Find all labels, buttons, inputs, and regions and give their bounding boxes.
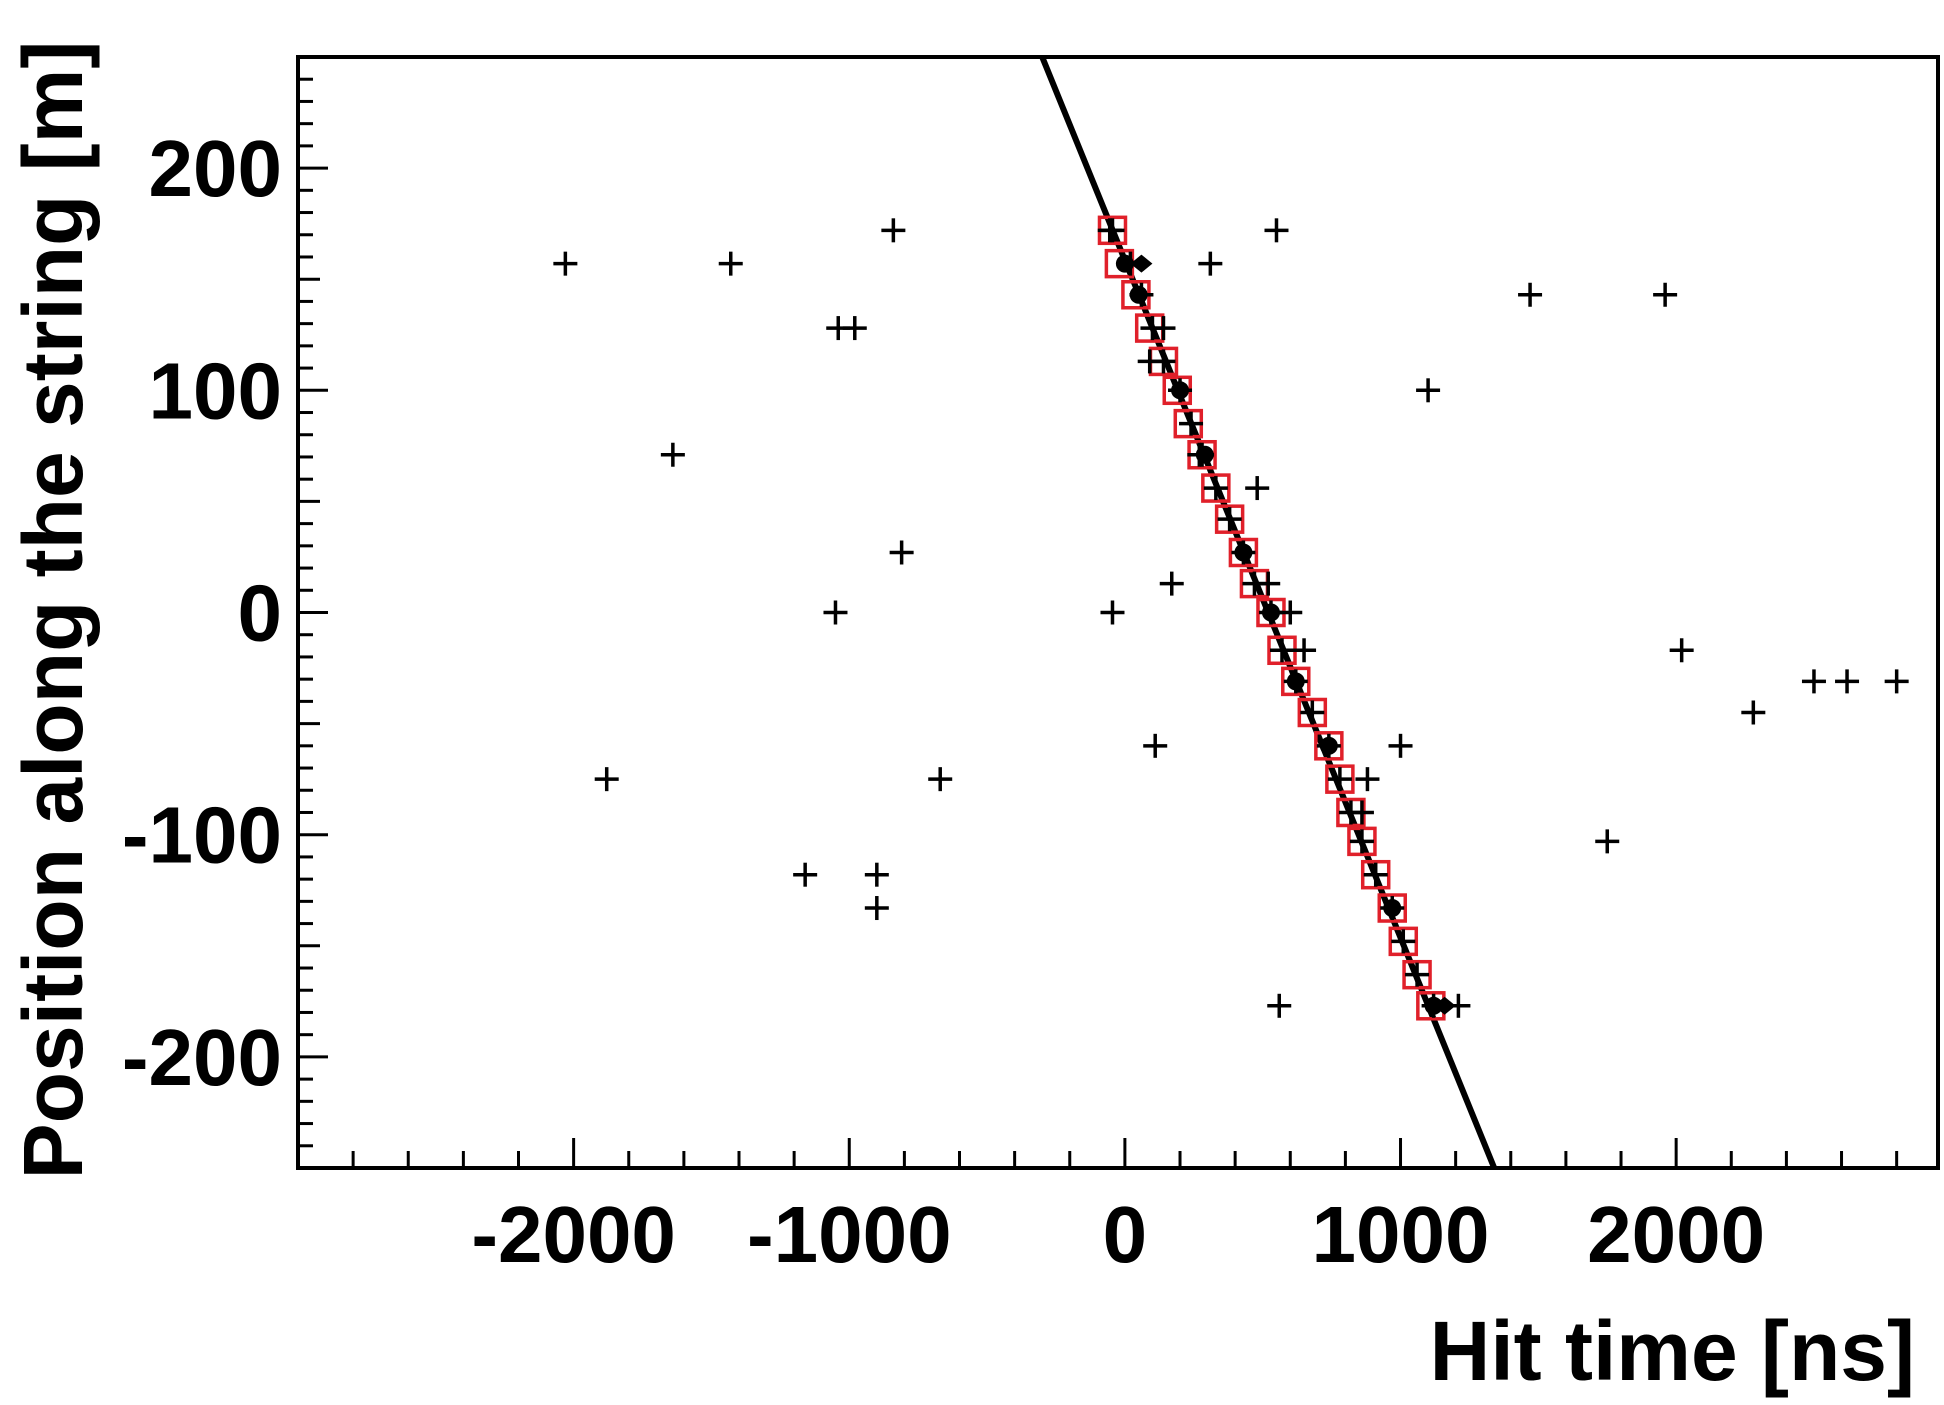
square-marker [1228, 537, 1259, 568]
cross-marker [1518, 282, 1543, 307]
cross-marker [889, 540, 914, 565]
cross-marker [1292, 638, 1317, 663]
cross-marker [1242, 571, 1267, 596]
cross-marker [1198, 251, 1223, 276]
cross-marker [1203, 476, 1228, 501]
square-marker [1281, 666, 1311, 697]
square-marker [1297, 697, 1328, 728]
cross-marker [1264, 218, 1289, 243]
cross-marker [864, 862, 889, 887]
square-marker [1325, 764, 1355, 794]
x-tick-label: -1000 [747, 1190, 952, 1279]
y-tick-label: -200 [122, 1013, 282, 1102]
square-marker [1214, 504, 1245, 534]
cross-marker [1151, 349, 1176, 374]
cross-marker [718, 251, 743, 276]
square-marker [1314, 731, 1344, 761]
y-tick-label: 0 [238, 569, 283, 658]
circle-marker [1129, 285, 1148, 304]
cross-marker [1300, 700, 1325, 725]
data-marks [553, 215, 1909, 1021]
cross-marker [881, 218, 906, 243]
diamond-marker [1130, 254, 1153, 273]
cross-marker [1416, 378, 1441, 403]
circle-marker [1234, 543, 1253, 562]
circle-marker [1424, 996, 1443, 1015]
diamond-marker [1433, 996, 1456, 1015]
cross-marker [1741, 700, 1766, 725]
x-axis-title: Hit time [ns] [1430, 1304, 1915, 1398]
circle-marker [1115, 254, 1134, 273]
cross-marker [1179, 411, 1204, 436]
cross-marker [928, 767, 953, 792]
cross-marker [1595, 829, 1620, 854]
cross-marker [1159, 571, 1184, 596]
cross-marker [660, 442, 685, 467]
cross-marker [1355, 767, 1380, 792]
cross-marker [1835, 669, 1860, 694]
cross-marker [1270, 638, 1294, 663]
cross-marker [842, 316, 867, 341]
circle-marker [1383, 899, 1402, 918]
x-tick-label: 2000 [1587, 1190, 1765, 1279]
cross-marker [1669, 638, 1694, 663]
cross-marker [1338, 800, 1363, 825]
cross-marker [1100, 600, 1125, 625]
circle-marker [1286, 672, 1305, 691]
square-marker [1388, 926, 1419, 957]
cross-marker [1653, 282, 1678, 307]
cross-marker [1267, 993, 1292, 1018]
y-axis-title: Position along the string [m] [6, 41, 100, 1180]
circle-marker [1171, 381, 1190, 400]
square-marker [1377, 893, 1408, 923]
cross-marker [1801, 669, 1826, 694]
cross-marker [1327, 767, 1352, 792]
x-tick-label: -2000 [471, 1190, 676, 1279]
cross-marker [823, 600, 848, 625]
cross-marker [1388, 733, 1413, 758]
square-marker [1402, 959, 1432, 990]
square-marker [1347, 826, 1377, 857]
square-marker [1201, 473, 1231, 503]
y-tick-label: -100 [122, 791, 282, 880]
cross-marker [1884, 669, 1909, 694]
cross-marker [1363, 862, 1388, 887]
y-tick-label: 100 [149, 346, 282, 435]
y-tick-label: 200 [149, 124, 282, 213]
square-marker [1360, 859, 1391, 890]
cross-marker [1349, 829, 1374, 854]
x-tick-label: 1000 [1312, 1190, 1490, 1279]
cross-marker [1143, 733, 1168, 758]
cross-marker [1245, 476, 1270, 501]
cross-marker [864, 896, 889, 921]
cross-marker [1405, 962, 1430, 987]
cross-marker [793, 862, 818, 887]
cross-marker [553, 251, 578, 276]
cross-marker [1391, 929, 1416, 954]
circle-marker [1261, 603, 1280, 622]
cross-marker [1140, 316, 1165, 341]
cross-marker [1100, 218, 1125, 243]
cross-marker [594, 767, 619, 792]
axis-ticks [298, 77, 1899, 1168]
cross-marker [1217, 507, 1242, 532]
circle-marker [1319, 736, 1338, 755]
x-tick-label: 0 [1103, 1190, 1148, 1279]
circle-marker [1195, 445, 1214, 464]
